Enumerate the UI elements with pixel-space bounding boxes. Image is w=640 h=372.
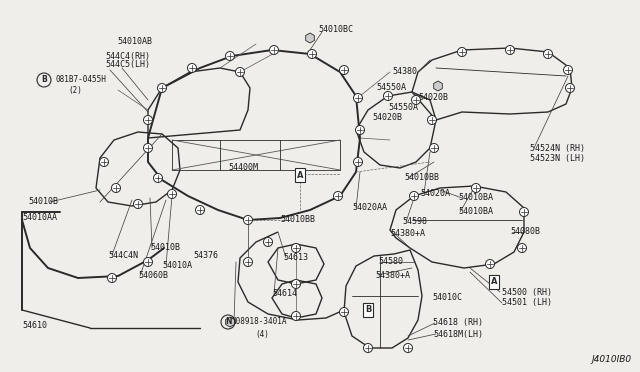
Text: 54020B: 54020B <box>418 93 448 102</box>
Text: 54010C: 54010C <box>432 294 462 302</box>
Text: N: N <box>225 317 231 327</box>
Text: 54501 (LH): 54501 (LH) <box>502 298 552 308</box>
Text: 54080B: 54080B <box>510 228 540 237</box>
Circle shape <box>353 157 362 167</box>
Circle shape <box>410 192 419 201</box>
Text: 54618M(LH): 54618M(LH) <box>433 330 483 339</box>
Circle shape <box>339 65 349 74</box>
Circle shape <box>383 92 392 100</box>
Circle shape <box>269 45 278 55</box>
Circle shape <box>291 311 301 321</box>
Text: 544C5(LH): 544C5(LH) <box>105 61 150 70</box>
Text: 54618 (RH): 54618 (RH) <box>433 318 483 327</box>
Circle shape <box>157 83 166 93</box>
Text: N08918-3401A: N08918-3401A <box>232 317 287 327</box>
Circle shape <box>472 183 481 192</box>
Circle shape <box>291 279 301 289</box>
Text: 54020B: 54020B <box>372 113 402 122</box>
Circle shape <box>236 67 244 77</box>
Text: 54020A: 54020A <box>420 189 450 198</box>
Circle shape <box>188 64 196 73</box>
Circle shape <box>264 237 273 247</box>
Text: 54010BB: 54010BB <box>404 173 439 183</box>
Circle shape <box>339 308 349 317</box>
Circle shape <box>429 144 438 153</box>
Circle shape <box>458 48 467 57</box>
Circle shape <box>566 83 575 93</box>
Polygon shape <box>434 81 442 91</box>
Text: B: B <box>41 76 47 84</box>
Circle shape <box>333 192 342 201</box>
Text: 54010A: 54010A <box>162 260 192 269</box>
Text: J4010IB0: J4010IB0 <box>592 355 632 364</box>
Circle shape <box>403 343 413 353</box>
Text: 544C4(RH): 544C4(RH) <box>105 51 150 61</box>
Circle shape <box>195 205 205 215</box>
Circle shape <box>291 244 301 253</box>
Text: 54380: 54380 <box>392 67 417 77</box>
Text: 081B7-0455H: 081B7-0455H <box>55 76 106 84</box>
Text: 54376: 54376 <box>193 250 218 260</box>
Circle shape <box>520 208 529 217</box>
Circle shape <box>518 244 527 253</box>
Text: B: B <box>365 305 371 314</box>
Circle shape <box>543 49 552 58</box>
Circle shape <box>243 257 253 266</box>
Text: A: A <box>297 170 303 180</box>
Circle shape <box>143 115 152 125</box>
Text: 54610: 54610 <box>22 321 47 330</box>
Circle shape <box>111 183 120 192</box>
Text: 54010AA: 54010AA <box>22 214 57 222</box>
Text: 54010AB: 54010AB <box>117 38 152 46</box>
Circle shape <box>412 96 420 105</box>
Text: 54400M: 54400M <box>228 163 258 171</box>
Circle shape <box>108 273 116 282</box>
Circle shape <box>364 343 372 353</box>
Circle shape <box>225 51 234 61</box>
Text: (2): (2) <box>68 86 82 94</box>
Text: 54380+A: 54380+A <box>375 270 410 279</box>
Text: 54500 (RH): 54500 (RH) <box>502 288 552 296</box>
Text: 54010B: 54010B <box>28 198 58 206</box>
Text: 54380+A: 54380+A <box>390 228 425 237</box>
Text: 54524N (RH): 54524N (RH) <box>530 144 585 153</box>
Text: 54523N (LH): 54523N (LH) <box>530 154 585 163</box>
Circle shape <box>506 45 515 55</box>
Text: 54060B: 54060B <box>138 272 168 280</box>
Text: 544C4N: 544C4N <box>108 250 138 260</box>
Text: 54550A: 54550A <box>388 103 418 112</box>
Circle shape <box>428 115 436 125</box>
Circle shape <box>143 144 152 153</box>
Circle shape <box>134 199 143 208</box>
Polygon shape <box>226 317 234 327</box>
Circle shape <box>154 173 163 183</box>
Circle shape <box>243 215 253 224</box>
Text: 54580: 54580 <box>378 257 403 266</box>
Circle shape <box>486 260 495 269</box>
Circle shape <box>307 49 317 58</box>
Circle shape <box>168 189 177 199</box>
Text: 54550A: 54550A <box>376 83 406 93</box>
Circle shape <box>99 157 109 167</box>
Circle shape <box>355 125 365 135</box>
Text: 54010BC: 54010BC <box>318 26 353 35</box>
Circle shape <box>353 93 362 103</box>
Circle shape <box>143 257 152 266</box>
Text: 54010BB: 54010BB <box>280 215 315 224</box>
Text: 54614: 54614 <box>272 289 297 298</box>
Polygon shape <box>306 33 314 43</box>
Circle shape <box>563 65 573 74</box>
Text: 54598: 54598 <box>402 218 427 227</box>
Text: 54613: 54613 <box>283 253 308 263</box>
Text: 54010BA: 54010BA <box>458 208 493 217</box>
Text: 54010B: 54010B <box>150 244 180 253</box>
Text: A: A <box>491 278 497 286</box>
Text: 54020AA: 54020AA <box>352 203 387 212</box>
Text: 54010BA: 54010BA <box>458 193 493 202</box>
Text: (4): (4) <box>255 330 269 339</box>
